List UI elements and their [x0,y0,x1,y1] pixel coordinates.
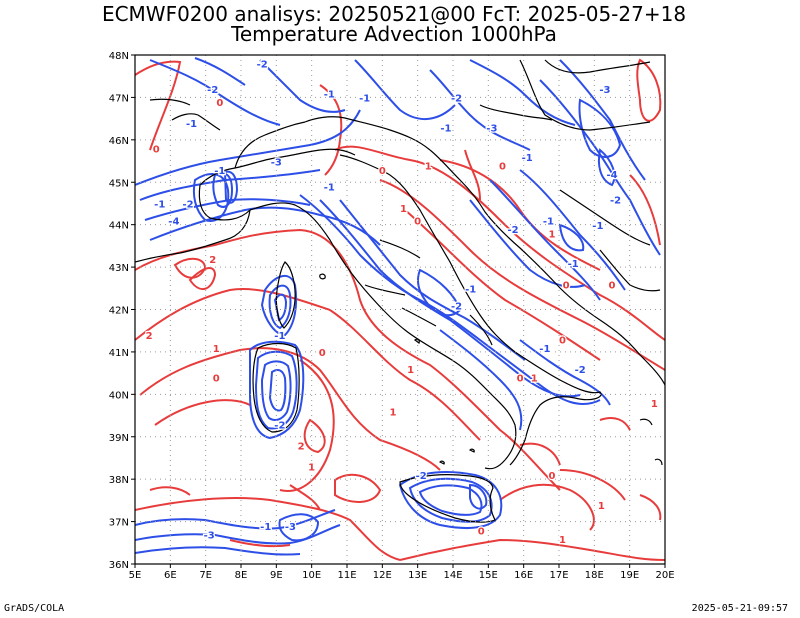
warm-contour-label-13: 0 [548,471,555,482]
warm-contour-label-6: 0 [319,348,326,359]
cold-contour-label-26: -2 [416,471,427,482]
tick-label-lon-17E: 17E [549,570,568,581]
cold-contour-label-8: -3 [599,85,610,96]
warm-contour-label-18: 0 [414,217,421,228]
tick-label-lat-38N: 38N [109,475,129,486]
tick-label-lat-46N: 46N [109,136,129,147]
warm-contour-label-22: 0 [499,162,506,173]
warm-contour-label-16: 0 [563,280,570,291]
cold-contour-label-2: -1 [186,119,197,130]
warm-contour-label-11: 1 [559,535,566,546]
cold-contour-label-9: -1 [522,153,533,164]
tick-label-lon-16E: 16E [514,570,533,581]
cold-contour-label-15: -1 [568,259,579,270]
cold-contour-label-18: -2 [182,200,193,211]
cold-contour-label-11: -2 [610,195,621,206]
tick-label-lon-20E: 20E [655,570,674,581]
warm-contour-label-2: 2 [209,255,216,266]
warm-contour-label-3: 2 [146,331,153,342]
tick-label-lat-41N: 41N [109,348,129,359]
warm-advection-contours [135,58,665,561]
cold-contour-label-7: -3 [486,123,497,134]
cold-contour-label-27: -1 [539,344,550,355]
cold-contour-label-31: -3 [285,522,296,533]
tick-label-lon-6E: 6E [164,570,177,581]
tick-label-lon-18E: 18E [585,570,604,581]
tick-label-lat-42N: 42N [109,306,129,317]
warm-contour-label-1: 0 [153,145,160,156]
cold-contour-label-0: -2 [257,60,268,71]
cold-contour-label-5: -2 [451,94,462,105]
tick-label-lat-48N: 48N [109,51,129,62]
cold-contour-label-14: -2 [508,225,519,236]
cold-contour-label-28: -2 [575,365,586,376]
warm-contour-label-5: 0 [213,374,220,385]
warm-contour-label-14: 1 [531,374,538,385]
tick-label-lon-12E: 12E [373,570,392,581]
warm-contour-label-20: 0 [379,166,386,177]
tick-label-lon-19E: 19E [620,570,639,581]
cold-contour-label-13: -1 [543,217,554,228]
warm-contour-label-0: 0 [216,98,223,109]
cold-contour-label-1: -2 [207,85,218,96]
cold-contour-label-23: -1 [465,285,476,296]
axis-tick-labels: 5E 6E 7E 8E 9E 10E 11E 12E 13E 14E 15E 16E 17E 18E 19E… [109,51,675,581]
tick-label-lon-7E: 7E [199,570,212,581]
tick-label-lon-5E: 5E [129,570,142,581]
tick-label-lat-40N: 40N [109,390,129,401]
tick-label-lon-14E: 14E [443,570,462,581]
tick-label-lat-47N: 47N [109,93,129,104]
cold-contour-label-24: -1 [274,331,285,342]
tick-label-lat-45N: 45N [109,178,129,189]
warm-contour-label-7: 1 [308,463,315,474]
tick-label-lat-43N: 43N [109,263,129,274]
tick-label-lon-9E: 9E [270,570,283,581]
warm-contour-label-10: 0 [478,526,485,537]
cold-contour-label-16: -3 [271,157,282,168]
coastline-borders [135,59,665,523]
cold-contour-label-30: -1 [260,522,271,533]
warm-contour-label-21: 1 [425,162,432,173]
lat-lon-grid [135,55,665,564]
tick-label-lon-10E: 10E [302,570,321,581]
cold-contour-label-19: -4 [168,217,179,228]
warm-contour-label-12: 1 [598,501,605,512]
timestamp-label: 2025-05-21-09:57 [691,603,788,614]
cold-contour-label-3: -1 [324,89,335,100]
cold-contour-label-29: -3 [204,531,215,542]
warm-contour-label-26: 1 [407,365,414,376]
warm-contour-label-25: 1 [651,399,658,410]
cold-contour-label-4: -1 [359,94,370,105]
cold-contour-label-17: -1 [214,166,225,177]
tick-label-lon-11E: 11E [337,570,356,581]
cold-contour-label-6: -1 [440,123,451,134]
warm-contour-label-9: 1 [389,408,396,419]
warm-contour-label-19: 1 [400,204,407,215]
tick-label-lat-37N: 37N [109,518,129,529]
cold-contour-label-20: -1 [154,200,165,211]
map-subtitle: Temperature Advection 1000hPa [231,22,557,46]
warm-contour-label-24: 0 [559,335,566,346]
cold-advection-contours [135,57,661,556]
warm-contour-label-23: 0 [609,280,616,291]
tick-label-lon-8E: 8E [235,570,248,581]
cold-contour-label-21: -1 [324,183,335,194]
warm-contour-label-17: 1 [548,229,555,240]
warm-contour-label-4: 1 [213,344,220,355]
cold-contour-label-10: -4 [606,170,617,181]
cold-contour-label-12: -1 [592,221,603,232]
tick-label-lat-39N: 39N [109,433,129,444]
warm-contour-label-15: 0 [517,374,524,385]
warm-contour-label-8: 2 [298,441,305,452]
credit-label: GrADS/COLA [4,603,65,614]
map-title: ECMWF0200 analisys: 20250521@00 FcT: 202… [101,2,687,26]
tick-label-lon-13E: 13E [408,570,427,581]
tick-label-lat-36N: 36N [109,560,129,571]
tick-label-lon-15E: 15E [479,570,498,581]
tick-label-lat-44N: 44N [109,221,129,232]
cold-contour-label-22: -2 [451,302,462,313]
cold-contour-label-25: -2 [274,420,285,431]
